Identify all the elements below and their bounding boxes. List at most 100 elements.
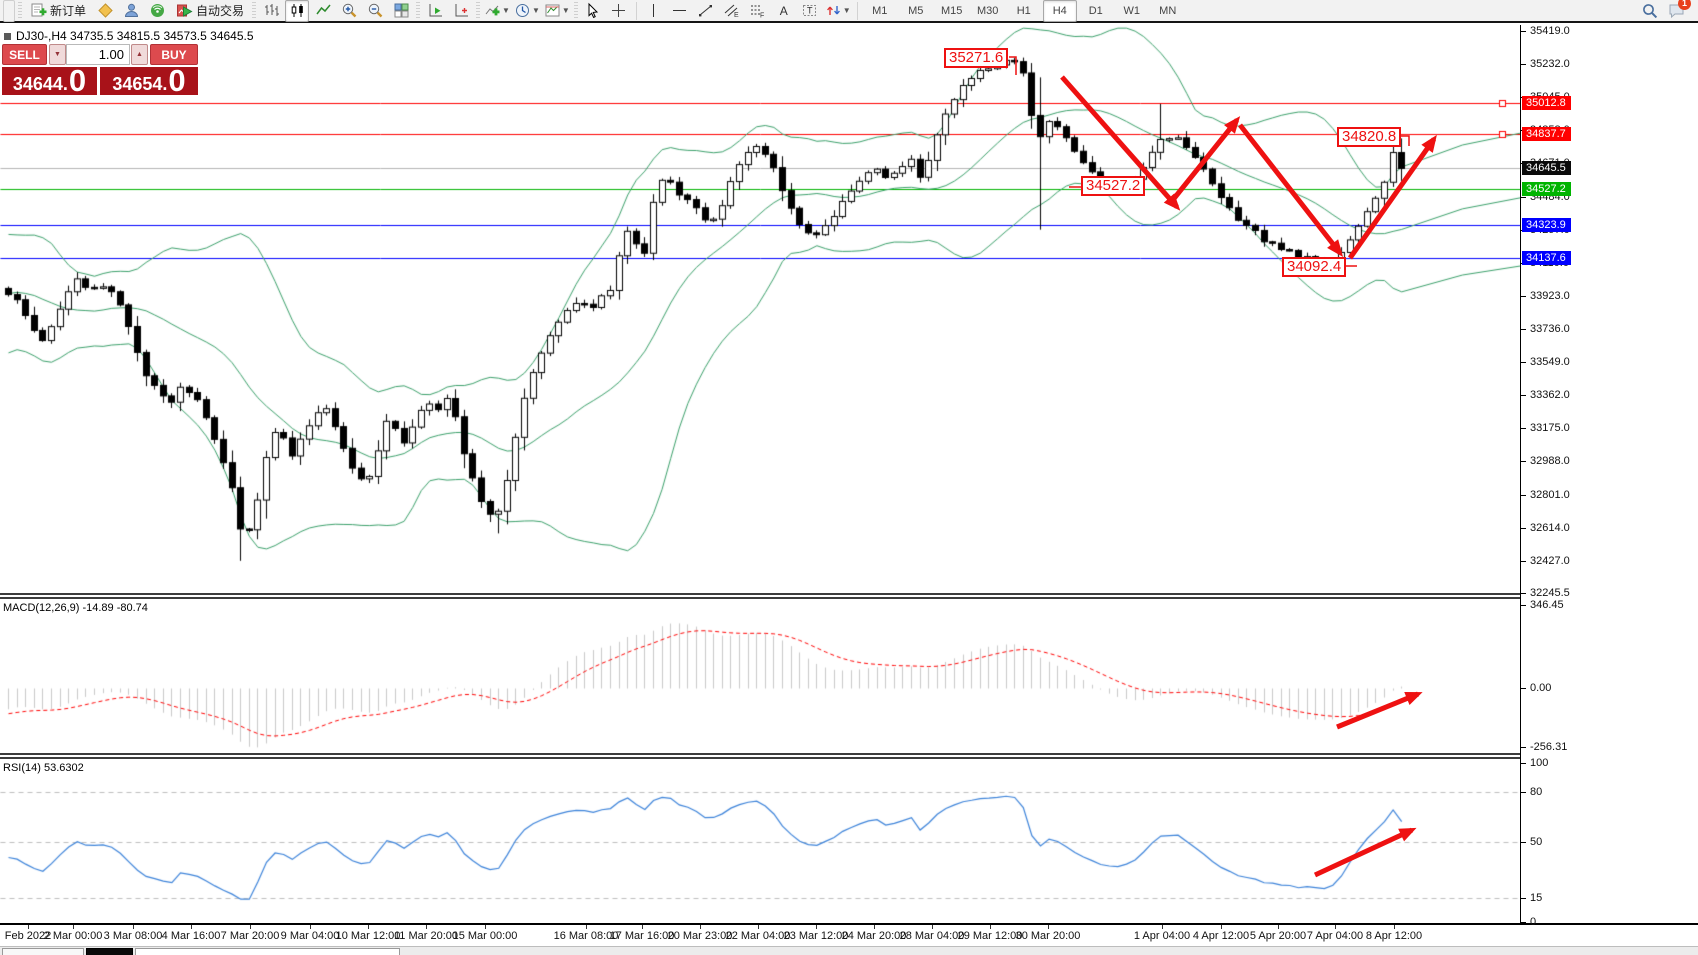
notification-badge: 1 [1678, 0, 1691, 10]
periods-dropdown[interactable]: ▼ [513, 0, 541, 22]
rsi-axis-label: 50 [1530, 836, 1543, 848]
toolbar-grip [252, 1, 257, 20]
cursor-button[interactable] [581, 0, 605, 22]
price-annotation-label[interactable]: 34527.2 [1081, 176, 1146, 196]
lot-decrease-button[interactable]: ▼ [49, 44, 66, 65]
clipped-toolbar-button[interactable] [3, 0, 15, 22]
timeframe-button-m1[interactable]: M1 [872, 4, 888, 17]
macd-panel-canvas[interactable] [0, 599, 1520, 754]
auto-trading-button[interactable]: 自动交易 [171, 0, 249, 22]
price-axis[interactable]: 35419.035232.035045.034858.034671.034484… [1521, 25, 1698, 928]
lot-size-input[interactable] [66, 44, 130, 65]
axis-tick [1521, 842, 1526, 843]
bar-chart-button[interactable] [259, 0, 283, 22]
chart-shift-button[interactable] [449, 0, 473, 22]
time-axis-label: 10 Mar 12:00 [335, 930, 401, 942]
bottom-tab-strip [0, 946, 1698, 955]
text-label-tool[interactable]: T [798, 0, 822, 22]
time-axis-tick [1221, 925, 1222, 929]
timeframe-button-d1[interactable]: D1 [1088, 4, 1103, 17]
vertical-line-tool[interactable] [642, 0, 666, 22]
templates-dropdown[interactable]: ▼ [543, 0, 571, 22]
level-price-badge: 34137.6 [1522, 250, 1571, 265]
tile-windows-button[interactable] [389, 0, 413, 22]
timeframe-button-h4[interactable]: H4 [1042, 0, 1077, 22]
fibonacci-tool[interactable]: F [746, 0, 770, 22]
search-icon [1641, 2, 1659, 20]
bottom-tab[interactable] [86, 948, 133, 955]
sell-button[interactable]: SELL [2, 44, 47, 65]
trendline-tool[interactable] [694, 0, 718, 22]
macd-axis-label: -256.31 [1530, 741, 1568, 753]
lot-increase-button[interactable]: ▲ [131, 44, 148, 65]
price-axis-label: 32988.0 [1530, 455, 1570, 467]
auto-scroll-button[interactable] [423, 0, 447, 22]
macd-indicator-label: MACD(12,26,9) -14.89 -80.74 [3, 602, 148, 614]
equidistant-channel-tool[interactable]: E [720, 0, 744, 22]
macd-axis-label: 346.45 [1530, 599, 1564, 611]
main-chart-canvas[interactable] [0, 25, 1520, 593]
template-icon [544, 2, 561, 19]
time-axis-tick [73, 925, 74, 929]
time-axis-tick [310, 925, 311, 929]
candlestick-chart-button[interactable] [285, 0, 310, 22]
new-order-icon [30, 2, 47, 19]
rsi-panel-canvas[interactable] [0, 759, 1520, 923]
axis-tick [1521, 922, 1526, 923]
panel-divider[interactable] [0, 753, 1698, 759]
price-axis-label: 33362.0 [1530, 389, 1570, 401]
timeframe-button-m5[interactable]: M5 [908, 4, 924, 17]
axis-tick [1521, 593, 1526, 594]
time-axis-tick [586, 925, 587, 929]
time-axis-label: 24 Mar 20:00 [841, 930, 907, 942]
time-axis-tick [758, 925, 759, 929]
timeframe-button-h1[interactable]: H1 [1016, 4, 1031, 17]
current-price-badge: 34645.5 [1522, 160, 1571, 175]
bottom-tab[interactable] [135, 948, 400, 955]
zoom-in-button[interactable] [337, 0, 361, 22]
history-center-button[interactable] [93, 0, 117, 22]
price-annotation-label[interactable]: 34820.8 [1337, 127, 1402, 147]
time-axis[interactable]: Feb 2022 2 Mar 00:00 3 Mar 08:00 4 Mar 16:0… [0, 925, 1698, 946]
price-annotation-label[interactable]: 34092.4 [1282, 257, 1347, 277]
notifications-button[interactable]: 1 [1664, 0, 1691, 22]
chart-window: 35419.035232.035045.034858.034671.034484… [0, 25, 1698, 955]
time-axis-tick [700, 925, 701, 929]
timeframe-button-m30[interactable]: M30 [977, 4, 999, 17]
indicators-dropdown[interactable]: ▼ [483, 0, 511, 22]
search-button[interactable] [1638, 0, 1662, 22]
one-click-trading-panel: SELL ▼ ▲ BUY 34644.0 34654.0 [2, 44, 198, 96]
panel-divider[interactable] [0, 593, 1698, 599]
timeframe-button-m15[interactable]: M15 [941, 4, 963, 17]
toolbar-grip [18, 1, 22, 20]
clock-icon [514, 2, 531, 19]
zoom-in-icon [341, 2, 358, 19]
svg-text:E: E [734, 12, 739, 19]
time-axis-label: 9 Mar 04:00 [280, 930, 340, 942]
chevron-down-icon: ▼ [502, 6, 510, 15]
signals-button[interactable] [145, 0, 169, 22]
new-order-button[interactable]: 新订单 [25, 0, 91, 22]
time-axis-tick [368, 925, 369, 929]
axis-tick [1521, 792, 1526, 793]
bottom-tab[interactable] [2, 948, 84, 955]
axis-tick [1521, 31, 1526, 32]
price-axis-label: 32427.0 [1530, 555, 1570, 567]
timeframe-button-mn[interactable]: MN [1159, 4, 1177, 17]
time-axis-tick [816, 925, 817, 929]
level-price-badge: 34527.2 [1522, 181, 1571, 196]
sell-price-button[interactable]: 34644. 0 [2, 65, 97, 96]
line-chart-button[interactable] [311, 0, 335, 22]
buy-button[interactable]: BUY [150, 44, 198, 65]
horizontal-line-tool[interactable] [668, 0, 692, 22]
price-annotation-label[interactable]: 35271.6 [944, 48, 1009, 68]
zoom-out-button[interactable] [363, 0, 387, 22]
timeframe-button-w1[interactable]: W1 [1123, 4, 1140, 17]
community-button[interactable] [119, 0, 143, 22]
buy-price: 34654. [112, 74, 168, 94]
crosshair-button[interactable] [607, 0, 631, 22]
time-axis-label: 8 Apr 12:00 [1365, 930, 1423, 942]
text-tool[interactable]: A [772, 0, 796, 22]
arrows-dropdown[interactable]: ▼ [824, 0, 852, 22]
buy-price-button[interactable]: 34654. 0 [100, 65, 198, 96]
